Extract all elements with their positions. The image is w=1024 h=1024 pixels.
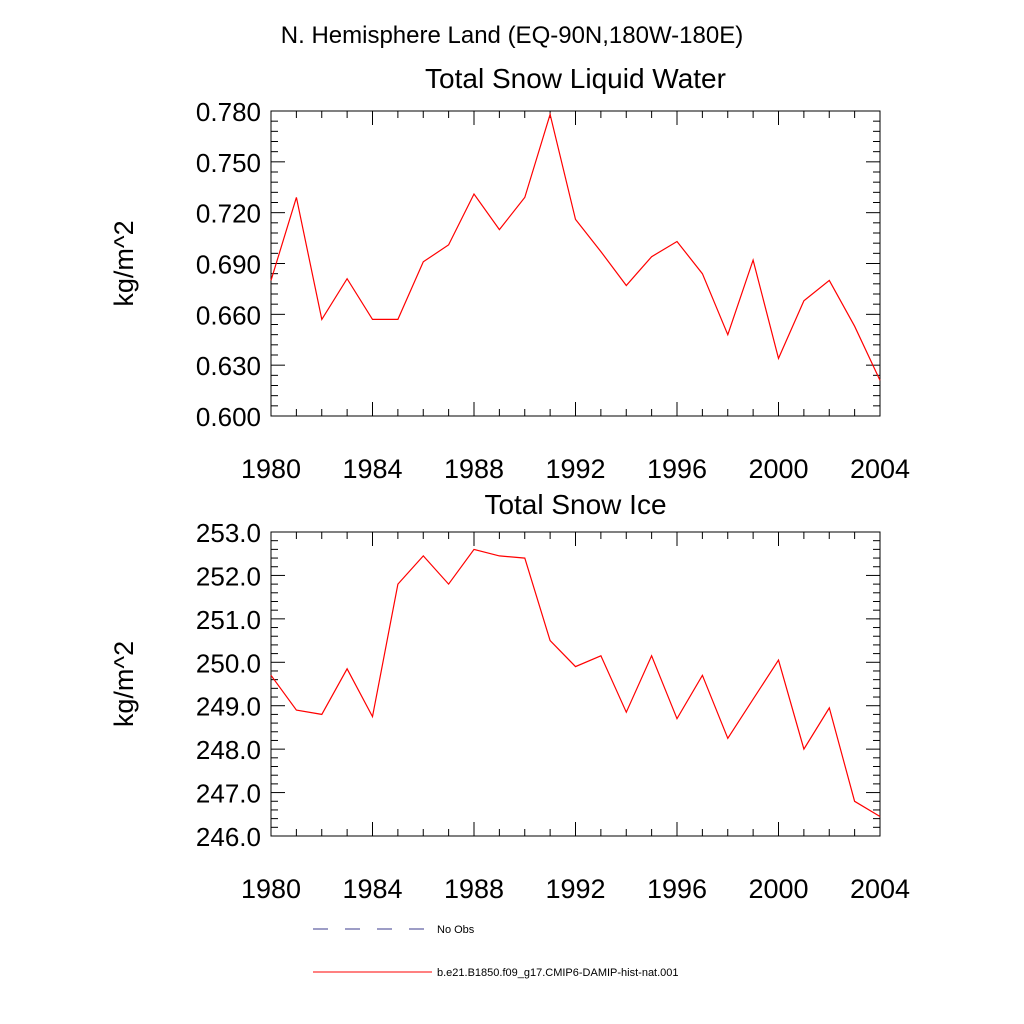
x-tick-label: 1980: [241, 874, 301, 904]
y-tick-label: 0.750: [196, 148, 261, 178]
y-tick-label: 247.0: [196, 779, 261, 809]
chart-panel-1: Total Snow Liquid Water 1980 1984 1988 1992 1…: [109, 63, 910, 484]
x-tick-label: 2000: [748, 454, 808, 484]
y-tick-label: 0.630: [196, 351, 261, 381]
x-tick-label: 1988: [444, 454, 504, 484]
y-axis-label: kg/m^2: [109, 641, 139, 727]
x-tick-label: 1984: [342, 454, 402, 484]
y-tick-label: 248.0: [196, 735, 261, 765]
y-tick-label: 250.0: [196, 648, 261, 678]
y-tick-label: 251.0: [196, 605, 261, 635]
y-tick-label: 0.660: [196, 300, 261, 330]
y-tick-label: 0.780: [196, 97, 261, 127]
chart-panels: Total Snow Liquid Water 1980 1984 1988 1992 1…: [109, 63, 910, 904]
x-tick-label: 1996: [647, 874, 707, 904]
x-tick-label: 1984: [342, 874, 402, 904]
x-tick-label: 2004: [850, 874, 910, 904]
legend-label-1: No Obs: [437, 924, 475, 936]
y-tick-label: 253.0: [196, 518, 261, 548]
x-tick-label: 1980: [241, 454, 301, 484]
x-tick-label: 1992: [545, 874, 605, 904]
series-line-1: [270, 112, 881, 381]
y-tick-label: 252.0: [196, 561, 261, 591]
y-tick-label: 0.690: [196, 250, 261, 280]
x-tick-label: 2004: [850, 454, 910, 484]
series-line-1: [270, 548, 881, 818]
x-tick-label: 1996: [647, 454, 707, 484]
y-tick-label: 0.720: [196, 199, 261, 229]
x-tick-label: 2000: [748, 874, 808, 904]
plot-frame: [270, 110, 881, 417]
plot-frame: [270, 531, 881, 837]
panel-title: Total Snow Liquid Water: [425, 63, 726, 94]
chart-panel-2: Total Snow Ice 1980 1984 1988 1992 1996 2000 20…: [109, 489, 910, 904]
y-axis-label: kg/m^2: [109, 220, 139, 306]
y-tick-label: 249.0: [196, 692, 261, 722]
y-tick-label: 246.0: [196, 822, 261, 852]
y-tick-label: 0.600: [196, 402, 261, 432]
x-tick-label: 1988: [444, 874, 504, 904]
legend-label-2: b.e21.B1850.f09_g17.CMIP6-DAMIP-hist-nat…: [437, 967, 679, 979]
chart-legend: No Obs b.e21.B1850.f09_g17.CMIP6-DAMIP-hi…: [313, 924, 679, 979]
panel-title: Total Snow Ice: [484, 489, 666, 520]
figure-suptitle: N. Hemisphere Land (EQ-90N,180W-180E): [281, 22, 743, 49]
x-tick-label: 1992: [545, 454, 605, 484]
